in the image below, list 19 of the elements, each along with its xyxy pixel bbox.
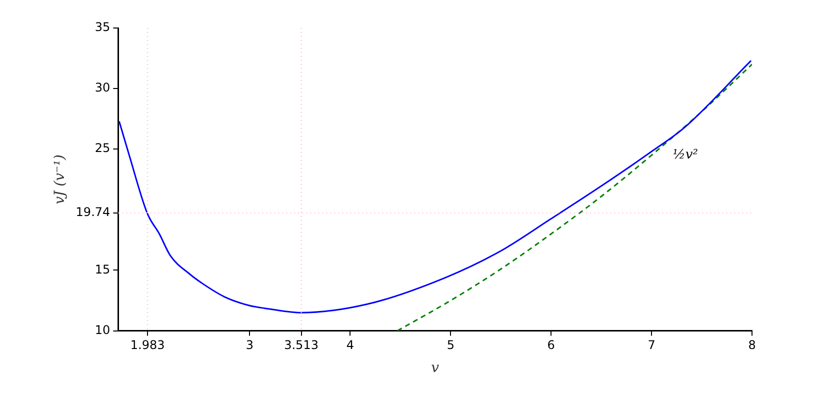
y-tick-label: 25 bbox=[94, 141, 110, 156]
y-tick-label: 30 bbox=[94, 80, 110, 95]
x-tick-label: 8 bbox=[748, 338, 756, 352]
annotation: ½v² bbox=[672, 148, 698, 163]
y-tick-label: 19.74 bbox=[76, 204, 110, 219]
x-tick-label: 3 bbox=[246, 338, 254, 352]
x-tick-label: 5 bbox=[446, 338, 454, 352]
line-series bbox=[396, 64, 752, 331]
y-tick-label: 35 bbox=[94, 20, 110, 34]
x-tick-label: 4 bbox=[346, 338, 354, 352]
y-tick-label: 15 bbox=[94, 262, 110, 276]
x-tick-label: 1.983 bbox=[130, 338, 165, 352]
line-series bbox=[118, 60, 752, 314]
x-tick-label: 3.513 bbox=[284, 338, 318, 352]
x-tick-label: 6 bbox=[547, 338, 555, 352]
y-axis-title: vJ (v⁻¹) bbox=[52, 154, 68, 204]
x-tick-label: 7 bbox=[648, 338, 656, 352]
y-tick-label: 10 bbox=[94, 322, 110, 337]
x-axis-title: v bbox=[431, 360, 440, 376]
